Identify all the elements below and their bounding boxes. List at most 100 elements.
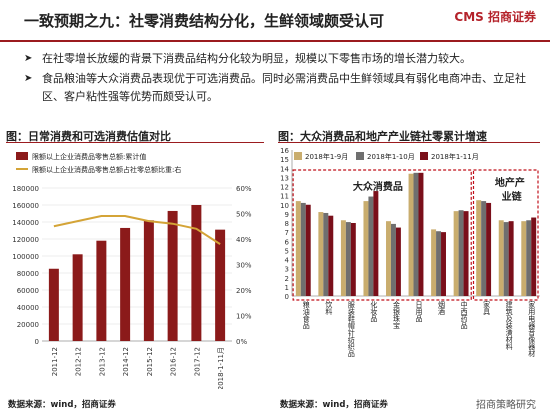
y-tick: 13 [280,174,289,182]
bar [476,200,482,296]
bar [373,191,379,296]
y-tick-left: 40000 [17,304,39,312]
bar [453,211,459,296]
bar [418,172,424,296]
y-tick-right: 10% [236,313,252,321]
x-tick: 家用电器音像器材 [528,300,536,357]
bar [368,196,374,296]
highlight-box-property [472,169,539,301]
bar [431,229,437,296]
annotation-property: 地产产 [495,176,525,189]
brand-logo: CMS 招商证券 [454,10,536,24]
x-tick: 粮油食品 [302,300,310,330]
x-tick: 化妆品 [370,300,378,323]
x-tick: 2017-12 [193,347,201,376]
bar [345,222,351,296]
y-tick-left: 160000 [12,202,39,210]
bullet-list: 在社零增长放缓的背景下消费品结构分化较为明显，规模以下零售市场的增长潜力较大。 … [24,50,534,108]
bar [390,223,396,296]
bar [340,220,346,296]
y-tick-left: 140000 [12,219,39,227]
bar [300,202,306,296]
y-tick: 16 [280,147,289,155]
y-tick-left: 0 [35,338,39,346]
legend-label: 2018年1-11月 [431,152,479,161]
y-tick-right: 50% [236,211,252,219]
left-figure-divider [6,142,264,143]
bar [48,268,59,341]
bar [215,229,226,341]
series-line [53,215,221,245]
y-tick: 3 [285,266,289,274]
bar [363,201,369,296]
bar [521,221,527,296]
left-figure-title: 图：日常消费和可选消费估值对比 [6,130,171,143]
legend-swatch [294,152,302,160]
header-divider [0,40,550,42]
y-tick-right: 30% [236,262,252,270]
bar [318,212,324,296]
y-tick: 8 [285,220,289,228]
x-tick: 日用品 [415,301,423,323]
header-bar: 一致预期之九：社零消费结构分化，生鲜领域颇受认可 CMS 招商证券 [0,0,550,42]
x-tick: 服装鞋帽针纺织品 [347,301,355,358]
bar [436,231,442,296]
y-tick-left: 120000 [12,236,39,244]
bar [508,221,514,296]
bar [167,210,178,341]
highlight-box-consumer [292,169,472,301]
x-tick: 2014-12 [122,347,130,376]
bar [458,210,464,296]
bar [531,217,537,296]
y-tick-left: 80000 [17,270,39,278]
x-tick: 2016-12 [170,347,178,376]
legend-label: 限额以上企业消费品零售总额占社零总额比重:右 [32,165,181,174]
bar [503,222,509,296]
bar [408,173,414,296]
y-tick: 9 [285,211,289,219]
bar [191,205,202,341]
y-tick: 1 [285,284,289,292]
bar [386,221,391,296]
legend-swatch [356,152,364,160]
left-source: 数据来源：wind，招商证券 [8,400,116,410]
right-figure-divider [278,142,540,143]
bar [72,254,83,341]
bar [481,201,487,296]
x-tick: 2015-12 [146,347,154,376]
bullet-item: 在社零增长放缓的背景下消费品结构分化较为明显，规模以下零售市场的增长潜力较大。 [24,50,534,68]
y-tick-right: 0% [236,338,247,346]
y-tick: 0 [285,293,289,301]
bar [295,201,301,296]
legend-swatch-bar [16,152,28,160]
y-tick-right: 60% [236,185,252,193]
annotation-consumer: 大众消费品 [353,180,403,193]
y-tick: 11 [280,193,289,201]
y-tick: 14 [280,165,289,173]
bar [486,202,492,296]
bar [441,232,446,296]
y-tick: 4 [285,257,290,265]
x-tick: 金银珠宝 [392,300,400,329]
watermark: 招商策略研究 [476,400,536,411]
y-tick: 7 [285,229,289,237]
bar [120,227,131,341]
bar [463,211,469,296]
annotation-property: 业链 [502,190,523,203]
y-tick: 6 [285,238,290,246]
y-tick-left: 20000 [17,321,39,329]
y-tick: 12 [280,184,289,192]
bar [323,212,329,296]
x-tick: 建筑及装潢材料 [505,300,513,351]
y-tick-right: 20% [236,287,252,295]
bar [395,227,401,296]
y-tick-left: 60000 [17,287,39,295]
y-tick: 2 [285,275,289,283]
x-tick: 2012-12 [75,347,83,376]
legend-label: 限额以上企业消费品零售总额:累计值 [32,152,146,161]
y-tick: 15 [280,156,289,164]
x-tick: 中西药品 [460,300,468,330]
bar [96,240,107,341]
